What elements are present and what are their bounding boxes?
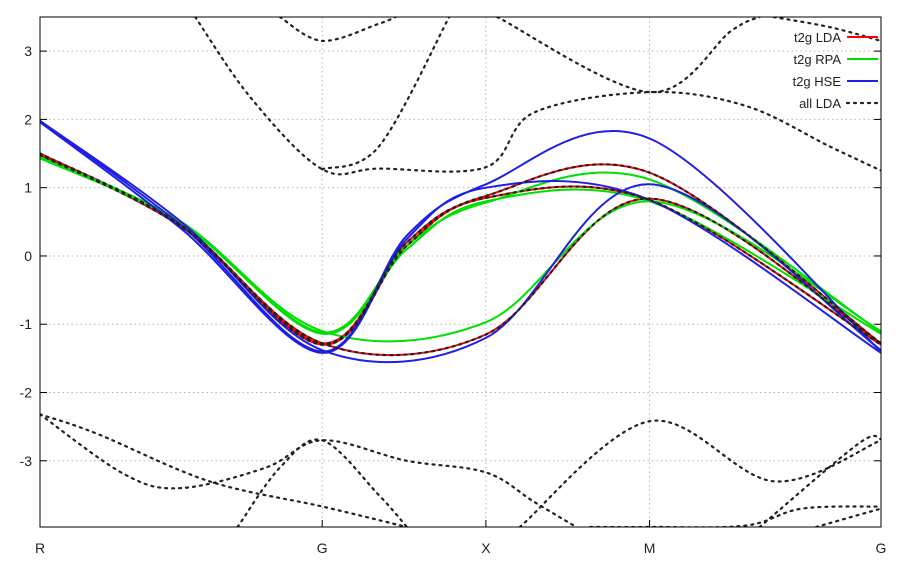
- band-line: [518, 419, 881, 527]
- band-line: [278, 17, 397, 43]
- axis-ticks: -3 -2 -1 0 1 2 3 R G X M G: [20, 43, 887, 556]
- x-tick-label: R: [35, 540, 45, 556]
- legend-label: t2g RPA: [794, 52, 842, 67]
- y-tick-label: -2: [20, 385, 33, 401]
- legend-entry: t2g HSE: [793, 74, 878, 89]
- legend-entry: all LDA: [799, 96, 880, 111]
- series-all-lda: [40, 17, 881, 527]
- band-line: [236, 438, 408, 527]
- band-line: [321, 17, 451, 171]
- band-line: [589, 505, 881, 527]
- legend-entry: t2g RPA: [794, 52, 878, 67]
- legend: t2g LDA t2g RPA t2g HSE all LDA: [793, 30, 880, 111]
- band-line: [758, 434, 881, 527]
- x-tick-label: G: [876, 540, 887, 556]
- band-line: [194, 17, 881, 176]
- band-line: [40, 413, 408, 527]
- band-line: [40, 121, 881, 354]
- band-line: [40, 119, 881, 364]
- band-line: [496, 17, 761, 94]
- grid-lines: [40, 17, 881, 527]
- y-tick-label: -3: [20, 453, 33, 469]
- y-tick-label: 2: [24, 111, 32, 127]
- legend-entry: t2g LDA: [794, 30, 878, 45]
- series-t2g-hse: [40, 119, 881, 364]
- band-line: [40, 119, 881, 353]
- band-line: [815, 507, 881, 527]
- y-tick-label: 1: [24, 180, 32, 196]
- x-tick-label: G: [317, 540, 328, 556]
- plot-area: [40, 17, 881, 527]
- legend-label: t2g LDA: [794, 30, 841, 45]
- y-tick-label: -1: [20, 316, 33, 332]
- band-line: [40, 413, 578, 527]
- x-tick-label: X: [481, 540, 491, 556]
- band-line: [40, 152, 881, 357]
- legend-label: all LDA: [799, 96, 841, 111]
- y-tick-label: 3: [24, 43, 32, 59]
- y-tick-label: 0: [24, 248, 32, 264]
- band-line: [40, 152, 881, 345]
- x-tick-label: M: [644, 540, 656, 556]
- legend-label: t2g HSE: [793, 74, 842, 89]
- plot-frame: [39, 16, 882, 528]
